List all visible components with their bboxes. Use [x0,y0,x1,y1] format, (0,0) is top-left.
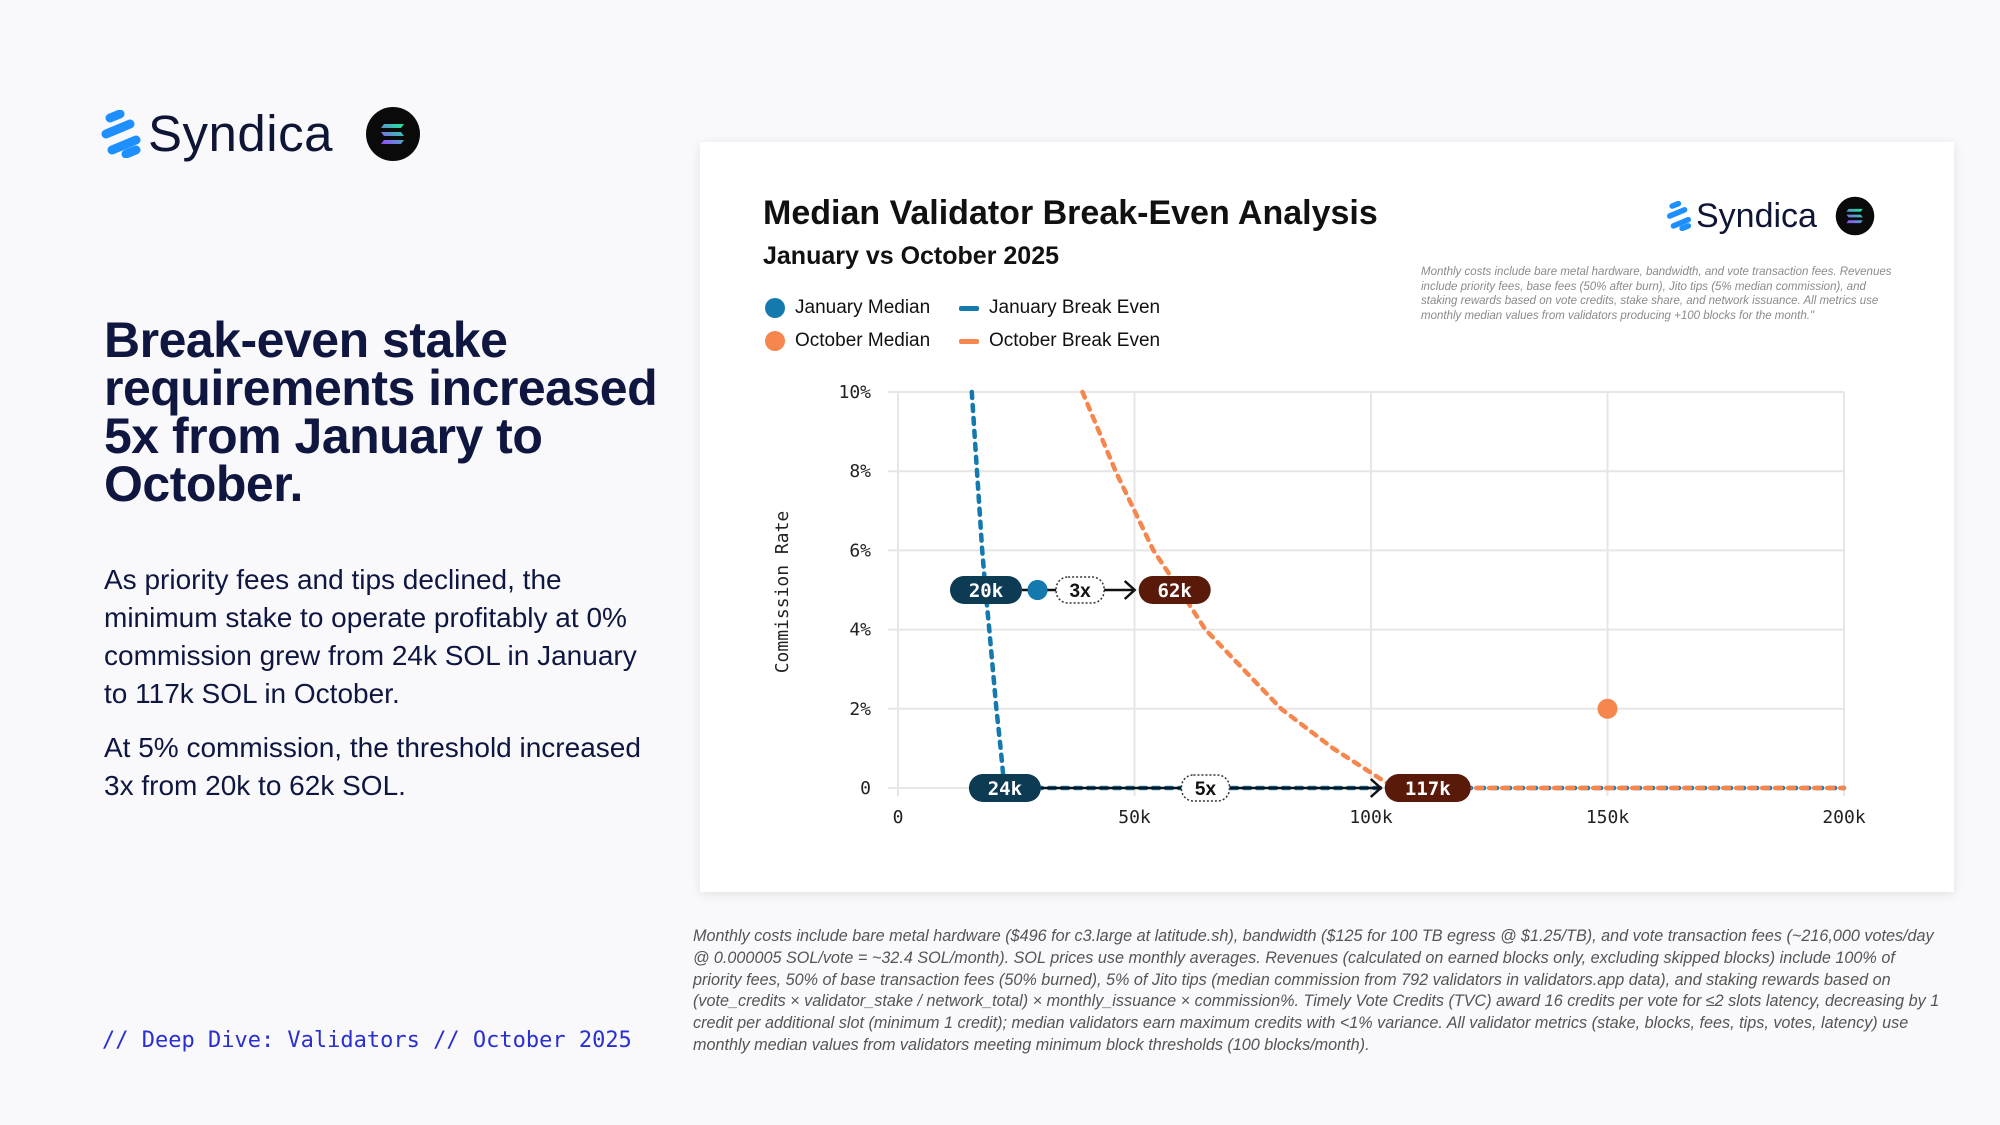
factor-label: 3x [1070,581,1092,602]
syndica-logo-icon [1666,201,1692,231]
x-tick-label: 200k [1822,807,1866,828]
legend-line-icon [959,338,979,344]
y-tick-label: 4% [849,620,871,641]
solana-logo-icon [365,106,420,161]
factor-label: 5x [1195,779,1217,800]
x-tick-label: 100k [1349,807,1393,828]
legend-label: January Break Even [989,297,1161,318]
median-point [1597,698,1618,719]
chart-note: Monthly costs include bare metal hardwar… [1421,266,1892,322]
headline: Break-even stake requirements increased … [104,312,658,512]
january-value-pill [949,576,1022,604]
brand-name: Syndica [148,105,333,162]
factor-badge [1055,576,1105,604]
paragraph: As priority fees and tips declined, the … [104,564,637,709]
chart-title: Median Validator Break-Even Analysis [763,194,1378,232]
card-brand: Syndica [1666,196,1875,236]
legend-label: October Break Even [989,330,1161,351]
x-tick-label: 50k [1118,807,1151,828]
x-tick-label: 0 [893,807,904,828]
footnote: Monthly costs include bare metal hardwar… [693,927,1940,1054]
chart-subtitle: January vs October 2025 [763,242,1059,270]
chart-card [700,142,1954,892]
legend-january-break-even: January Break Even [959,297,1160,319]
y-tick-label: 6% [849,540,871,561]
median-point [1027,580,1048,600]
paragraph: At 5% commission, the threshold increase… [104,732,641,801]
footer-tag: // Deep Dive: Validators // October 2025 [102,1028,632,1053]
y-tick-label: 2% [849,699,871,720]
october-value-label: 62k [1158,580,1193,602]
october-value-pill [1384,774,1471,802]
y-tick-label: 10% [838,382,871,403]
legend-october-break-even: October Break Even [959,330,1160,352]
legend-label: October Median [795,330,931,351]
card-brand-name: Syndica [1696,196,1817,235]
january-value-pill [968,774,1041,802]
break-even-line [1080,389,1847,791]
january-value-label: 20k [969,580,1004,602]
x-tick-label: 150k [1586,807,1630,828]
october-value-pill [1138,576,1211,604]
legend-january-median: January Median [765,297,930,319]
y-axis-label: Commission Rate [772,511,793,674]
y-tick-label: 0 [860,778,871,799]
legend-october-median: October Median [765,330,930,352]
body-text: As priority fees and tips declined, the … [104,561,644,821]
october-value-label: 117k [1405,778,1451,800]
syndica-logo-icon [101,109,141,158]
legend-dot-icon [765,331,785,351]
legend-label: January Median [795,297,931,318]
y-tick-label: 8% [849,461,871,482]
arrow-head-icon [1369,778,1383,798]
factor-badge [1180,774,1231,802]
legend-line-icon [959,305,979,311]
arrow-head-icon [1123,580,1137,600]
brand-header: Syndica [100,104,421,163]
solana-logo-icon [1835,196,1875,236]
legend-dot-icon [765,298,785,318]
january-value-label: 24k [988,778,1023,800]
